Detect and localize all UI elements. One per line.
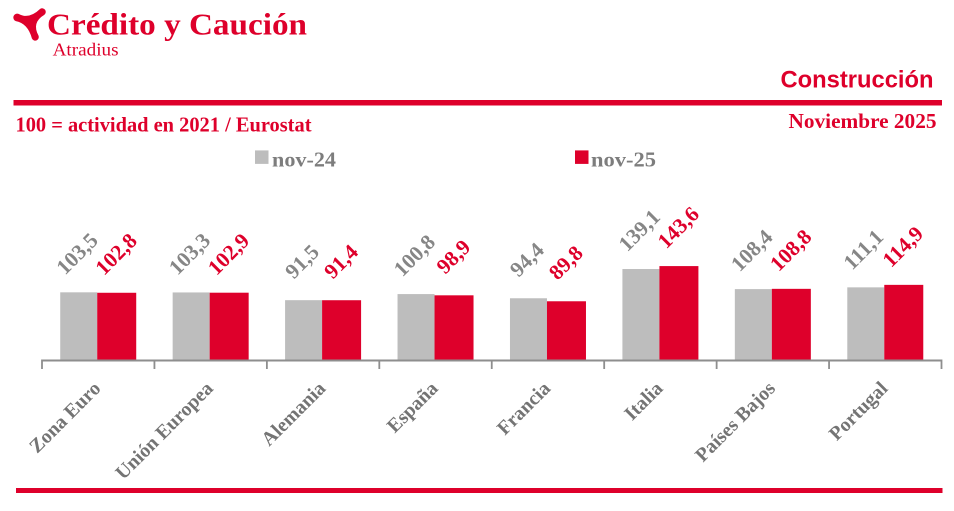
svg-text:111,1: 111,1: [839, 225, 889, 275]
svg-text:Zona Euro: Zona Euro: [25, 377, 105, 457]
svg-text:Construcción: Construcción: [781, 67, 934, 94]
svg-text:114,9: 114,9: [878, 222, 928, 272]
svg-text:94,4: 94,4: [505, 238, 549, 282]
svg-text:nov-24: nov-24: [272, 147, 337, 171]
svg-text:nov-25: nov-25: [591, 147, 656, 171]
svg-text:Francia: Francia: [493, 377, 555, 439]
svg-text:España: España: [383, 377, 443, 437]
svg-text:Alemania: Alemania: [257, 377, 330, 450]
svg-text:Noviembre 2025: Noviembre 2025: [789, 109, 937, 133]
svg-text:Atradius: Atradius: [53, 39, 119, 59]
svg-text:Crédito y Caución: Crédito y Caución: [47, 7, 307, 42]
svg-text:100,8: 100,8: [389, 230, 440, 281]
svg-text:100 = actividad en 2021 / Euro: 100 = actividad en 2021 / Eurostat: [16, 112, 312, 136]
svg-text:102,8: 102,8: [91, 228, 142, 279]
svg-text:108,4: 108,4: [726, 225, 777, 276]
svg-text:103,3: 103,3: [164, 228, 215, 279]
svg-text:91,5: 91,5: [280, 240, 324, 284]
svg-text:102,9: 102,9: [203, 229, 254, 280]
svg-text:98,9: 98,9: [432, 235, 476, 279]
svg-text:91,4: 91,4: [319, 240, 363, 284]
svg-text:89,8: 89,8: [544, 241, 588, 285]
svg-text:Unión Europea: Unión Europea: [111, 377, 218, 484]
svg-text:143,6: 143,6: [653, 202, 704, 253]
svg-text:Países Bajos: Países Bajos: [691, 377, 780, 466]
svg-text:108,8: 108,8: [765, 225, 816, 276]
svg-text:103,5: 103,5: [52, 228, 103, 279]
svg-text:Italia: Italia: [620, 377, 667, 424]
svg-text:Portugal: Portugal: [825, 377, 893, 445]
